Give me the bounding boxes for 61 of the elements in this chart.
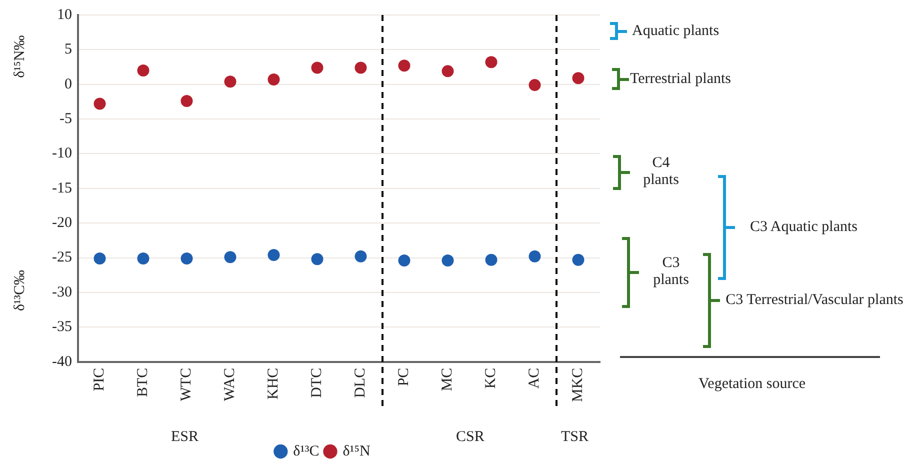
- point: [137, 252, 150, 264]
- point: [354, 250, 367, 262]
- y-tick-label: -20: [52, 215, 72, 232]
- x-tick-label: WTC: [178, 368, 195, 402]
- x-tick-label: WAC: [222, 368, 238, 402]
- point: [180, 252, 193, 264]
- point: [311, 62, 324, 74]
- point: [485, 254, 498, 266]
- y-tick-label: -40: [52, 354, 72, 370]
- legend-label: δ¹³C: [293, 443, 320, 460]
- y-tick-label: -15: [52, 180, 72, 196]
- legend-label: δ¹⁵N: [342, 443, 371, 460]
- y-tick-label: -35: [52, 319, 72, 336]
- x-tick-label: BTC: [135, 368, 152, 398]
- text: Terrestrial plants: [630, 70, 731, 88]
- text: C3 plants: [652, 255, 690, 289]
- x-tick-label: MKC: [570, 368, 586, 402]
- y-tick-label: -30: [52, 284, 72, 300]
- point: [180, 95, 193, 108]
- y-tick-label: 0: [64, 76, 72, 92]
- point: [311, 253, 324, 266]
- text: δ¹³C‰: [12, 269, 29, 311]
- point: [442, 254, 454, 267]
- text: C3 Terrestrial/Vascular plants: [724, 292, 904, 308]
- point: [268, 74, 280, 86]
- point: [398, 60, 410, 72]
- point: [442, 65, 454, 78]
- x-tick-label: PC: [396, 368, 412, 386]
- point: [94, 98, 106, 110]
- text: CSR: [456, 428, 484, 446]
- point: [224, 251, 236, 264]
- text: C3 Aquatic plants: [750, 218, 858, 236]
- point: [528, 79, 541, 92]
- point: [94, 252, 106, 264]
- text: ESR: [171, 428, 199, 446]
- point: [572, 72, 584, 84]
- point: [528, 250, 541, 262]
- point: [398, 254, 410, 267]
- y-tick-label: -10: [52, 146, 72, 162]
- y-tick-label: 5: [64, 42, 72, 58]
- y-tick-label: -5: [59, 110, 72, 127]
- y-tick-label: 10: [56, 6, 72, 23]
- point: [268, 249, 280, 262]
- point: [137, 64, 150, 76]
- x-tick-label: KHC: [266, 368, 282, 400]
- point: [354, 62, 367, 74]
- point: [224, 76, 236, 88]
- text: Aquatic plants: [632, 22, 720, 40]
- text: C4 plants: [642, 155, 680, 189]
- x-tick-label: DTC: [309, 368, 326, 398]
- x-tick-label: KC: [483, 368, 500, 389]
- text: Vegetation source: [698, 376, 806, 392]
- x-tick-label: MC: [440, 368, 456, 392]
- y-axis-title: δ¹⁵N‰: [12, 35, 28, 78]
- x-tick-label: PIC: [92, 368, 108, 392]
- text: TSR: [561, 428, 589, 446]
- y-tick-label: -25: [52, 250, 72, 266]
- point: [485, 56, 498, 68]
- x-tick-label: AC: [526, 368, 543, 389]
- point: [572, 254, 584, 266]
- x-tick-label: DLC: [352, 368, 369, 398]
